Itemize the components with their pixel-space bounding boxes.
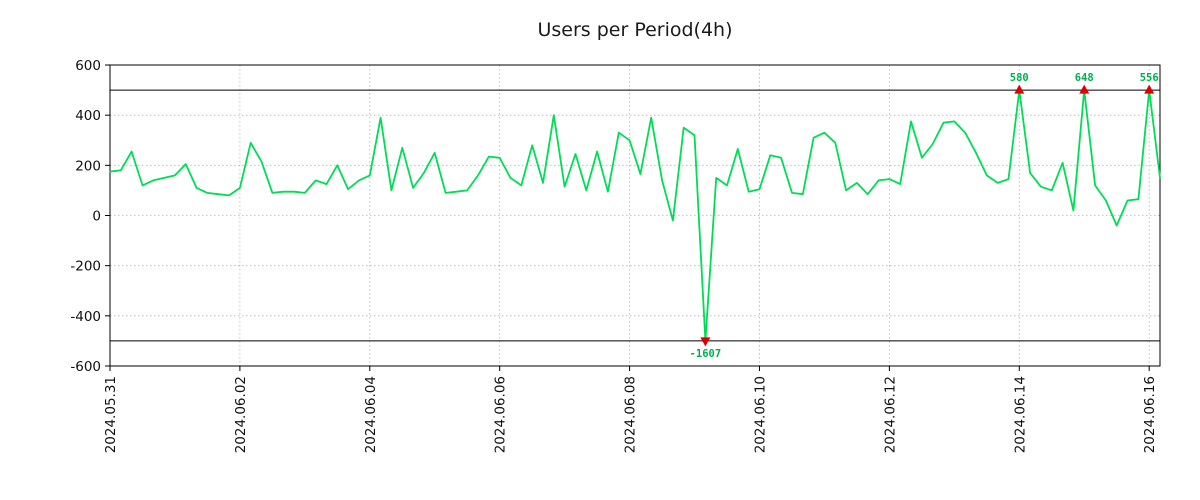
x-tick-label: 2024.06.10	[752, 376, 768, 453]
y-tick-label: 600	[75, 58, 101, 74]
y-tick-label: -400	[70, 309, 101, 325]
y-tick-label: 400	[75, 108, 101, 124]
clip-marker-up-icon	[1144, 84, 1155, 94]
series-line	[109, 89, 1161, 342]
annotation-label: 580	[1010, 72, 1029, 84]
y-tick-label: 200	[75, 158, 101, 174]
annotation-label: 556	[1140, 72, 1159, 84]
x-tick-label: 2024.06.16	[1142, 376, 1158, 453]
clip-marker-up-icon	[1079, 84, 1090, 94]
clip-marker-down-icon	[700, 337, 711, 347]
x-tick-label: 2024.06.08	[623, 376, 639, 453]
x-tick-label: 2024.06.04	[363, 376, 379, 453]
y-tick-label: -200	[70, 259, 101, 275]
x-tick-label: 2024.06.06	[493, 376, 509, 453]
annotation-label: -1607	[690, 348, 722, 360]
x-tick-label: 2024.05.31	[103, 376, 119, 453]
annotation-label: 648	[1075, 72, 1094, 84]
x-tick-label: 2024.06.14	[1012, 376, 1028, 453]
y-tick-label: -600	[70, 359, 101, 375]
chart-title: Users per Period(4h)	[537, 19, 732, 41]
plot-area: -600 -400 -200 0 200 400 600 2024.05.31 2024.06.…	[70, 58, 1161, 453]
clip-marker-up-icon	[1014, 84, 1025, 94]
x-tick-label: 2024.06.12	[882, 376, 898, 453]
x-tick-label: 2024.06.02	[233, 376, 249, 453]
y-tick-label: 0	[92, 209, 101, 225]
